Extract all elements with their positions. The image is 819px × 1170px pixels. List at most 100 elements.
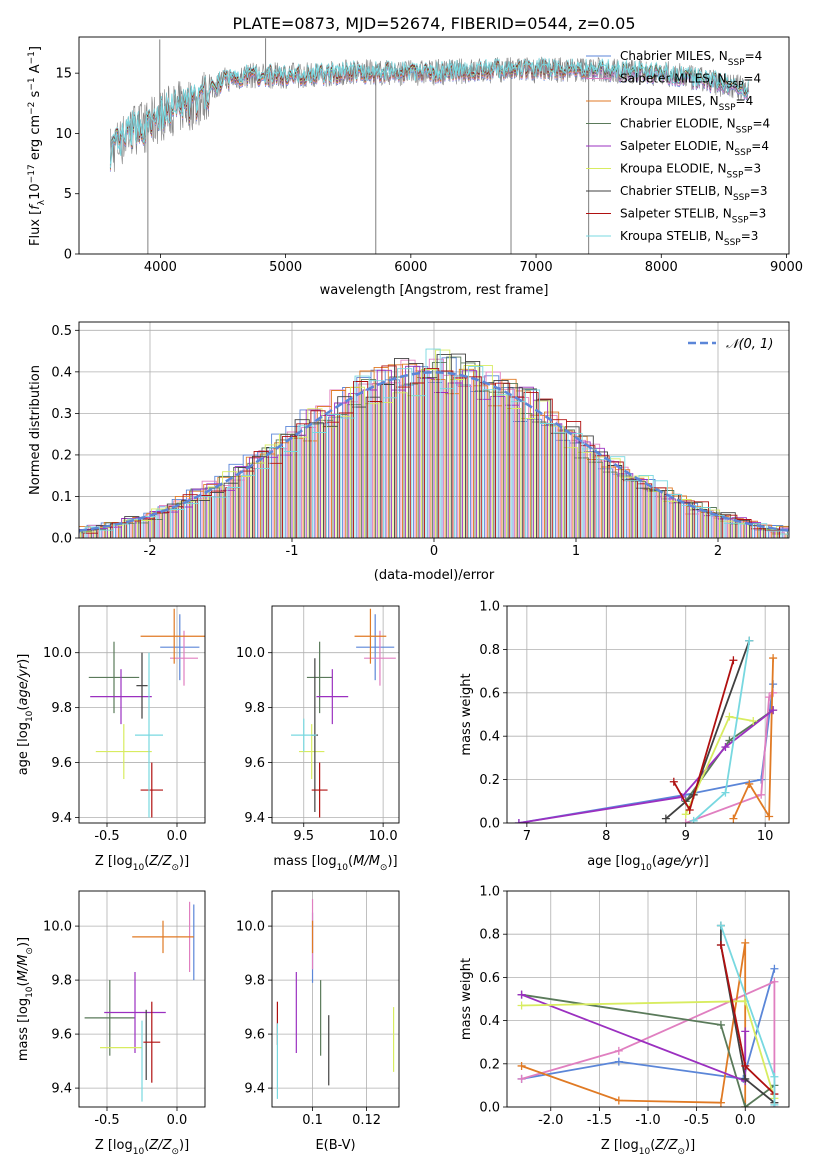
plot-area — [517, 921, 779, 1107]
y-tick-label: 10.0 — [236, 920, 265, 935]
weight-series — [521, 980, 776, 1107]
x-tick-label: -1 — [286, 544, 299, 559]
y-tick-label: 0.8 — [479, 643, 500, 658]
y-tick-label: 9.4 — [244, 1082, 265, 1097]
weight-marker — [661, 814, 670, 823]
weight-marker — [749, 717, 758, 726]
chart-age_vs_Z: -0.5 0.0 9.4 9.6 9.8 10.0 Z [log10(Z/Z⊙)] age [… — [16, 605, 206, 873]
y-tick-label: 0.5 — [51, 324, 72, 339]
x-axis-label: Z [log10(Z/Z⊙)] — [95, 1138, 189, 1157]
weight-marker — [721, 788, 730, 797]
weight-marker — [769, 654, 778, 663]
weight-marker — [685, 805, 694, 814]
x-axis-label: wavelength [Angstrom, rest frame] — [320, 283, 549, 298]
y-tick-label: 0.0 — [51, 532, 72, 547]
y-tick-label: 0.6 — [479, 686, 500, 701]
weight-marker — [770, 977, 779, 986]
weight-marker — [741, 1103, 750, 1107]
y-tick-label: 9.8 — [51, 974, 72, 989]
y-tick-label: 9.6 — [51, 1028, 72, 1043]
y-tick-label: 9.6 — [51, 756, 72, 771]
weight-marker — [614, 1096, 623, 1105]
weight-marker — [741, 1027, 750, 1036]
weight-series — [521, 968, 776, 1080]
legend-entry: Salpeter STELIB, NSSP=3 — [620, 207, 766, 226]
weight-marker — [681, 810, 690, 819]
weight-series — [518, 709, 774, 823]
y-tick-label: 0.2 — [51, 448, 72, 463]
y-tick-label: 10.0 — [236, 646, 265, 661]
y-axis-label: mass weight — [459, 958, 474, 1040]
x-tick-label: 1 — [572, 544, 580, 559]
weight-marker — [757, 790, 766, 799]
histogram-series — [79, 356, 788, 538]
weight-marker — [729, 656, 738, 665]
weight-series — [685, 692, 774, 823]
weight-marker — [770, 964, 779, 973]
weight-marker — [716, 1098, 725, 1107]
y-tick-label: 1.0 — [479, 885, 500, 900]
weight-marker — [721, 743, 730, 752]
plot-area — [88, 608, 205, 818]
chart-spectrum: 4000 5000 6000 7000 8000 9000 0 5 10 15 Chabrier M… — [27, 36, 803, 298]
weight-series — [732, 658, 774, 820]
weight-series — [693, 640, 751, 822]
x-axis-label: Z [log10(Z/Z⊙)] — [601, 1138, 695, 1157]
y-tick-label: 10.0 — [43, 646, 72, 661]
axes-frame — [506, 890, 790, 1108]
legend-entry: Chabrier STELIB, NSSP=3 — [620, 184, 768, 203]
weight-marker — [517, 990, 526, 999]
histogram-series — [79, 365, 789, 538]
weight-marker — [517, 1001, 526, 1010]
legend-entry: Kroupa STELIB, NSSP=3 — [620, 229, 758, 248]
axes-frame — [78, 321, 790, 539]
y-tick-label: 10.0 — [43, 920, 72, 935]
weight-marker — [770, 1072, 779, 1081]
y-tick-label: 0.4 — [51, 365, 72, 380]
normal-curve — [79, 371, 789, 532]
weight-marker — [517, 1061, 526, 1070]
x-tick-label: 0.0 — [735, 1113, 756, 1128]
plot-area — [514, 636, 778, 823]
y-tick-label: 9.6 — [244, 1028, 265, 1043]
weight-marker — [716, 941, 725, 949]
x-tick-label: 9000 — [770, 260, 803, 275]
chart-mass_vs_ebv: 0.1 0.12 9.4 9.6 9.8 10.0 E(B-V) — [236, 890, 400, 1153]
legend-entry: Kroupa ELODIE, NSSP=3 — [620, 162, 761, 181]
x-axis-label: (data-model)/error — [374, 568, 495, 583]
weight-marker — [729, 814, 738, 823]
legend-entry: Salpeter ELODIE, NSSP=4 — [620, 139, 769, 158]
weight-marker — [517, 1074, 526, 1083]
y-tick-label: 0.0 — [479, 1101, 500, 1116]
y-tick-label: 10 — [55, 127, 72, 142]
weight-series — [684, 709, 774, 802]
weight-series — [521, 993, 775, 1107]
y-tick-label: 9.4 — [244, 811, 265, 826]
legend: Chabrier MILES, NSSP=4 Salpeter MILES, NS… — [586, 49, 770, 248]
x-tick-label: 8000 — [645, 260, 678, 275]
y-tick-label: 0.8 — [479, 928, 500, 943]
y-axis-label: Flux [fλ10−17 erg cm−2 s−1 A−1] — [27, 46, 47, 246]
model-spectrum — [109, 61, 749, 168]
x-axis-label: age [log10(age/yr)] — [587, 854, 709, 873]
x-tick-label: 5000 — [269, 260, 302, 275]
axes-frame — [506, 605, 790, 824]
y-tick-label: 15 — [55, 67, 72, 82]
legend-entry: Chabrier ELODIE, NSSP=4 — [620, 117, 770, 136]
x-tick-label: 9 — [682, 829, 690, 844]
x-tick-label: 7000 — [520, 260, 553, 275]
weight-series — [720, 925, 776, 1105]
x-tick-label: 0.12 — [352, 1113, 381, 1128]
x-tick-label: 8 — [602, 829, 610, 844]
y-tick-label: 0.4 — [479, 1014, 500, 1029]
legend-entry: Kroupa MILES, NSSP=4 — [620, 94, 753, 113]
y-tick-label: 9.6 — [244, 756, 265, 771]
weight-marker — [770, 1100, 779, 1107]
weight-marker — [769, 706, 778, 715]
x-tick-label: -2 — [144, 544, 157, 559]
weight-series — [521, 942, 747, 1107]
weight-marker — [725, 712, 734, 721]
x-tick-label: 0.1 — [302, 1113, 323, 1128]
chart-residuals: -2 -1 0 1 2 0.0 0.1 0.2 0.3 0.4 0.5 𝒩(0, 1) (data-mo… — [28, 321, 790, 583]
